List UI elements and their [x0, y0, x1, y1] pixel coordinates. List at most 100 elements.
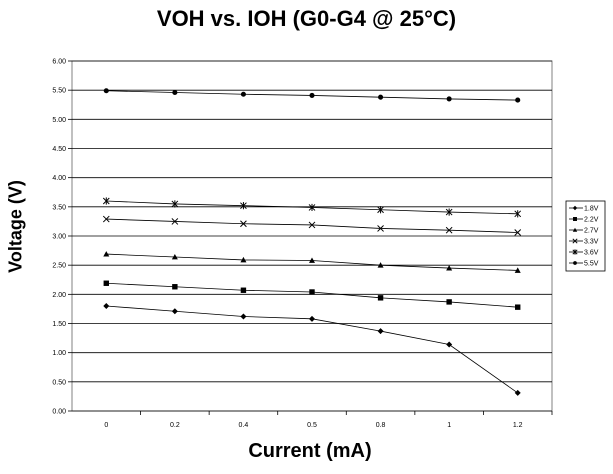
series-group — [102, 88, 522, 396]
y-tick-label: 3.50 — [52, 204, 66, 211]
square-marker — [309, 289, 315, 295]
star-marker — [377, 206, 384, 214]
diamond-marker — [171, 308, 178, 315]
star-marker — [102, 197, 110, 205]
diamond-marker — [309, 315, 315, 322]
star-marker — [171, 200, 179, 208]
series-1-8v — [103, 303, 521, 396]
x-tick-label: 0.8 — [376, 422, 386, 429]
series-3-3v — [102, 215, 522, 236]
y-tick-labels: 0.00 0.50 1.00 1.50 2.00 2.50 3.00 3.50 4.00 4.50… — [52, 59, 66, 416]
star-marker — [240, 202, 247, 210]
star-marker — [445, 208, 453, 216]
legend-item: 2.7V — [569, 228, 599, 235]
x-marker — [240, 220, 247, 228]
square-marker — [172, 284, 178, 290]
x-axis-label: Current (mA) — [248, 440, 372, 462]
legend-item: 3.3V — [569, 238, 599, 246]
star-marker — [308, 203, 316, 212]
y-tick-label: 5.50 — [52, 88, 66, 95]
x-marker-stroke — [171, 218, 179, 225]
legend-label: 2.2V — [584, 217, 599, 224]
circle-marker — [378, 94, 384, 100]
y-tick-label: 5.00 — [52, 117, 66, 124]
legend-box — [565, 200, 606, 272]
circle-marker — [172, 89, 178, 96]
y-tick-label: 4.50 — [52, 146, 66, 153]
x-tick-label: 0 — [104, 422, 108, 429]
triangle-marker — [240, 256, 247, 263]
x-tick-label: 1.2 — [513, 422, 523, 429]
square-marker — [377, 295, 384, 301]
square-marker — [446, 299, 452, 305]
x-marker — [445, 226, 453, 234]
circle-marker — [103, 88, 109, 94]
legend-item: 5.5V — [569, 261, 599, 268]
x-tick-label: 0.2 — [170, 422, 180, 429]
square-marker — [515, 304, 521, 310]
series-3-6v — [102, 197, 522, 218]
y-tick-label: 1.50 — [52, 321, 66, 328]
x-marker-stroke — [445, 226, 453, 234]
series-2-2v — [103, 280, 521, 310]
triangle-marker — [309, 257, 315, 263]
legend-label: 3.6V — [584, 250, 599, 257]
legend-label: 1.8V — [584, 206, 599, 213]
chart-title: VOH vs. IOH (G0-G4 @ 25°C) — [156, 6, 457, 31]
x-marker-stroke — [377, 225, 384, 232]
x-marker — [572, 238, 578, 244]
legend-item: 2.2V — [569, 217, 599, 224]
x-tick-labels: 0 0.2 0.4 0.5 0.8 1 1.2 — [104, 422, 522, 429]
x-marker-stroke — [240, 220, 247, 228]
diamond-marker — [377, 328, 384, 335]
legend-label: 5.5V — [584, 261, 599, 268]
y-tick-label: 4.00 — [52, 175, 66, 182]
square-marker — [103, 280, 109, 286]
series-2-7v — [103, 251, 521, 273]
legend-label: 2.7V — [584, 228, 599, 235]
y-tick-label: 1.00 — [52, 350, 66, 357]
star-marker — [514, 210, 522, 218]
diamond-marker — [103, 303, 110, 309]
x-marker — [514, 229, 522, 236]
y-tick-label: 3.00 — [52, 234, 66, 241]
triangle-marker — [446, 265, 453, 271]
x-tick-label: 0.5 — [307, 422, 317, 429]
diamond-marker — [514, 389, 521, 396]
x-marker — [308, 221, 316, 229]
x-marker-stroke — [514, 229, 522, 236]
x-tick-label: 0.4 — [239, 422, 249, 429]
x-marker — [377, 225, 384, 232]
square-marker — [573, 217, 577, 221]
legend-item: 3.6V — [569, 249, 599, 257]
x-marker-stroke — [572, 238, 578, 244]
triangle-marker — [514, 267, 521, 273]
x-marker-stroke — [102, 215, 110, 223]
legend: 1.8V 2.2V 2.7V 3.3V 3.6V 5.5V — [565, 200, 606, 272]
star-marker — [572, 249, 578, 255]
legend-item: 1.8V — [569, 206, 599, 213]
circle-marker — [309, 92, 315, 98]
x-tick-label: 1 — [447, 422, 451, 429]
triangle-marker — [171, 254, 178, 260]
legend-label: 3.3V — [584, 239, 599, 246]
y-tick-label: 2.50 — [52, 263, 66, 270]
series-5-5v — [103, 88, 521, 103]
circle-marker — [515, 97, 521, 103]
triangle-marker — [572, 227, 578, 232]
triangle-marker — [103, 251, 110, 257]
square-marker — [240, 287, 247, 293]
x-marker-stroke — [308, 221, 316, 229]
x-marker — [102, 215, 110, 223]
triangle-marker — [377, 262, 384, 268]
y-tick-label: 0.50 — [52, 379, 66, 386]
circle-marker — [573, 261, 577, 265]
circle-marker — [240, 91, 246, 97]
diamond-marker — [446, 341, 453, 348]
y-tick-label: 6.00 — [52, 59, 66, 66]
diamond-marker — [572, 205, 578, 211]
diamond-marker — [240, 313, 247, 320]
y-tick-label: 0.00 — [52, 409, 66, 416]
circle-marker — [446, 96, 452, 102]
